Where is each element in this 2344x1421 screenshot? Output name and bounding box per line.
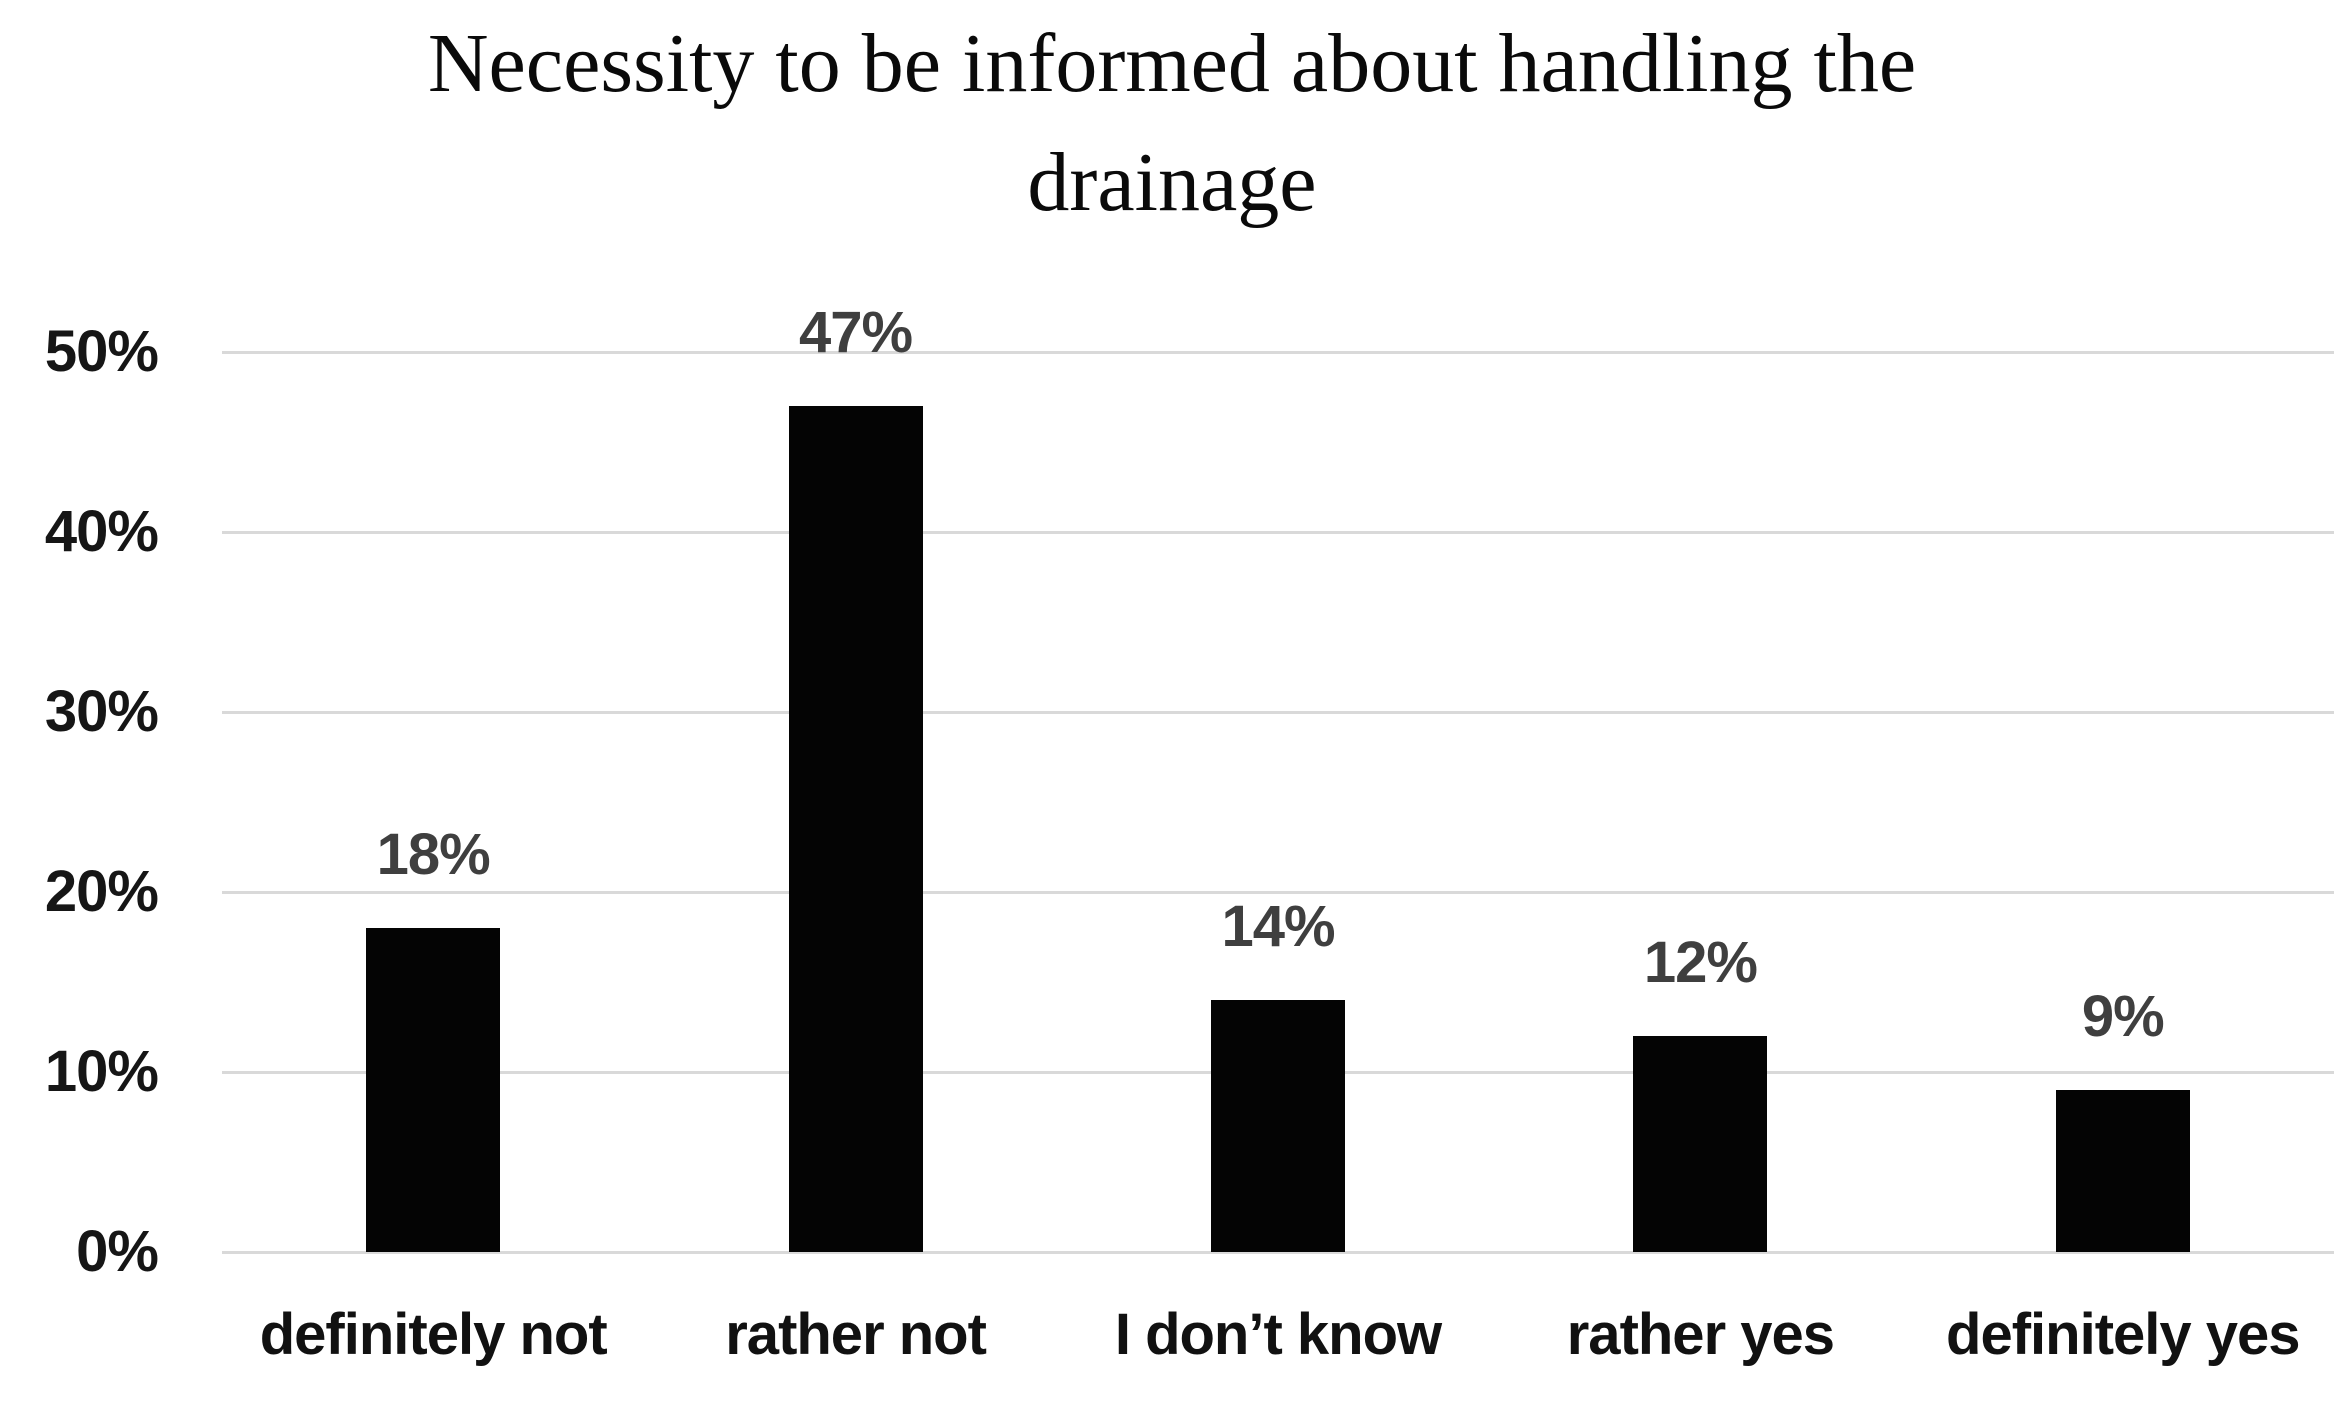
chart-title-line-2: drainage: [1027, 136, 1317, 230]
plot-area: 18% 47% 14% 12% 9%: [222, 304, 2334, 1254]
y-tick-label: 40%: [44, 499, 159, 564]
bar-i-don-t-know: [1210, 1000, 1345, 1252]
y-tick-label: 20%: [44, 859, 159, 924]
bar-value-label: 14%: [1221, 894, 1335, 959]
bar-value-label: 9%: [2081, 984, 2165, 1049]
x-category-label: definitely yes: [1946, 1302, 2300, 1367]
chart-title: Necessity to be informed about handling …: [0, 4, 2344, 243]
y-tick-label: 10%: [44, 1039, 159, 1104]
y-axis: 0% 10% 20% 30% 40% 50%: [0, 323, 162, 1281]
gridline: [222, 710, 2334, 714]
bar-slot: 18%: [222, 352, 644, 1252]
bar-definitely-yes: [2055, 1090, 2190, 1252]
x-category-label: definitely not: [259, 1302, 608, 1367]
bar-definitely-not: [366, 928, 501, 1252]
bar-value-label: 47%: [799, 300, 913, 365]
bar-slot: 12%: [1489, 352, 1911, 1252]
gridline: [222, 530, 2334, 534]
bar-value-label: 12%: [1643, 930, 1758, 995]
y-tick-label: 50%: [44, 319, 159, 384]
bar-slot: 14%: [1067, 352, 1489, 1252]
gridline: [222, 1250, 2334, 1254]
x-category-label: I don’t know: [1114, 1302, 1442, 1367]
x-category-label: rather yes: [1566, 1302, 1835, 1367]
bar-value-label: 18%: [376, 822, 491, 887]
gridline: [222, 350, 2334, 354]
bar-slot: 47%: [644, 304, 1066, 1252]
y-tick-label: 0%: [76, 1219, 159, 1284]
bar-rather-yes: [1633, 1036, 1768, 1252]
x-axis: definitely not rather not I don’t know rath…: [222, 1300, 2334, 1410]
gridline: [222, 890, 2334, 894]
y-tick-label: 30%: [44, 679, 159, 744]
bar-slot: 9%: [1912, 352, 2334, 1252]
x-category-label: rather not: [725, 1302, 987, 1367]
chart-title-line-1: Necessity to be informed about handling …: [427, 17, 1917, 110]
bar-rather-not: [788, 406, 923, 1252]
